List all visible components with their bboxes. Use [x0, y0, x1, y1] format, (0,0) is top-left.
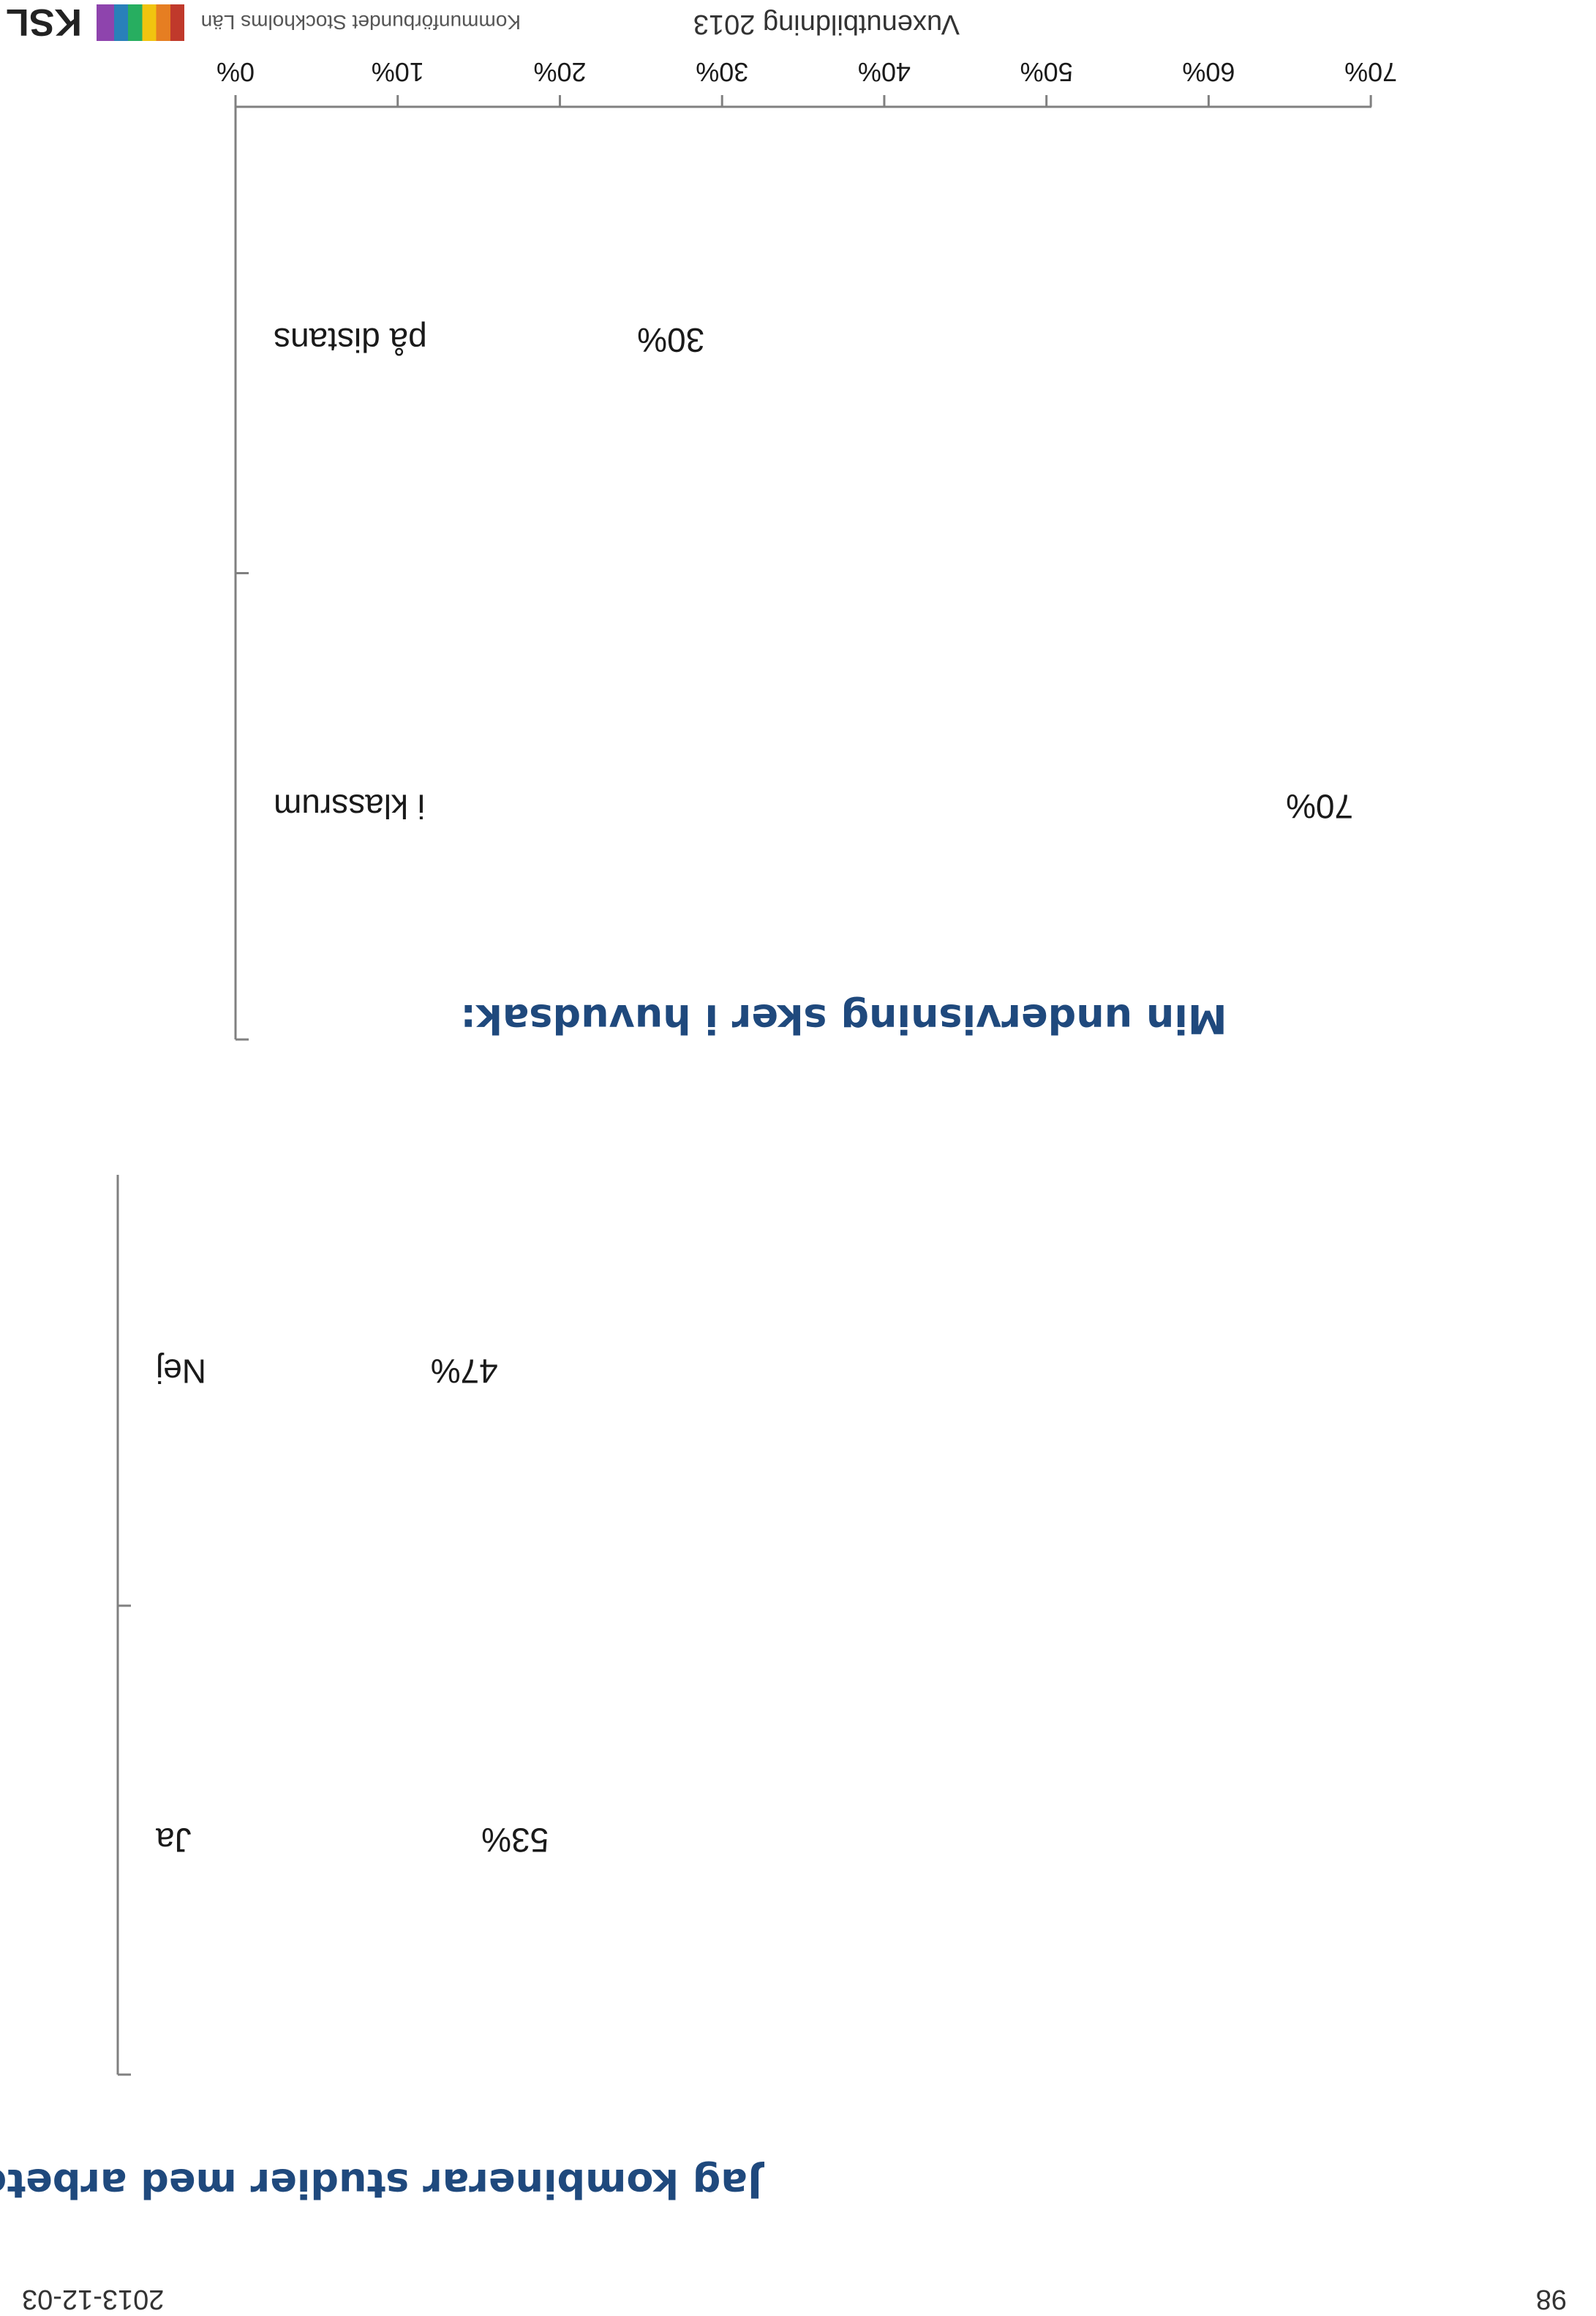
bar-value-label: 53% [481, 1821, 549, 1860]
value-tick-label: 20% [533, 57, 586, 87]
logo-color-stripes [97, 4, 184, 41]
category-label: på distans [274, 321, 427, 359]
org-name: Kommunförbundet Stockholms Län [200, 11, 521, 34]
category-label: i klassrum [274, 787, 425, 825]
org-logo-text: KSL [6, 1, 82, 43]
chart-teaching-mode: Min undervisning sker i huvudsak: 0% 10% 20… [217, 57, 1397, 1042]
value-tick-label: 50% [1020, 57, 1073, 87]
value-tick-label: 60% [1182, 57, 1235, 87]
chart-title: Min undervisning sker i huvudsak: [460, 996, 1227, 1042]
chart-title: Jag kombinerar studier med arbete: [0, 2160, 765, 2206]
value-tick-label: 30% [696, 57, 748, 87]
page-footer: Vuxenutbildning 2013 Kommunförbundet Sto… [0, 0, 1596, 48]
category-label: Ja [156, 1821, 192, 1860]
bar-value-label: 70% [1286, 787, 1353, 825]
value-tick-label: 10% [372, 57, 424, 87]
chart-work-combination: Jag kombinerar studier med arbete:0%10%2… [0, 1175, 765, 2206]
value-tick-label: 70% [1344, 57, 1397, 87]
bar-value-label: 30% [637, 321, 704, 359]
ksl-logo: Kommunförbundet Stockholms Län KSL [0, 0, 535, 44]
publication-name: Vuxenutbildning 2013 [693, 9, 960, 40]
value-tick-label: 0% [217, 57, 255, 87]
category-label: Nej [156, 1353, 206, 1391]
value-tick-label: 40% [858, 57, 911, 87]
bar-value-label: 47% [431, 1353, 498, 1391]
